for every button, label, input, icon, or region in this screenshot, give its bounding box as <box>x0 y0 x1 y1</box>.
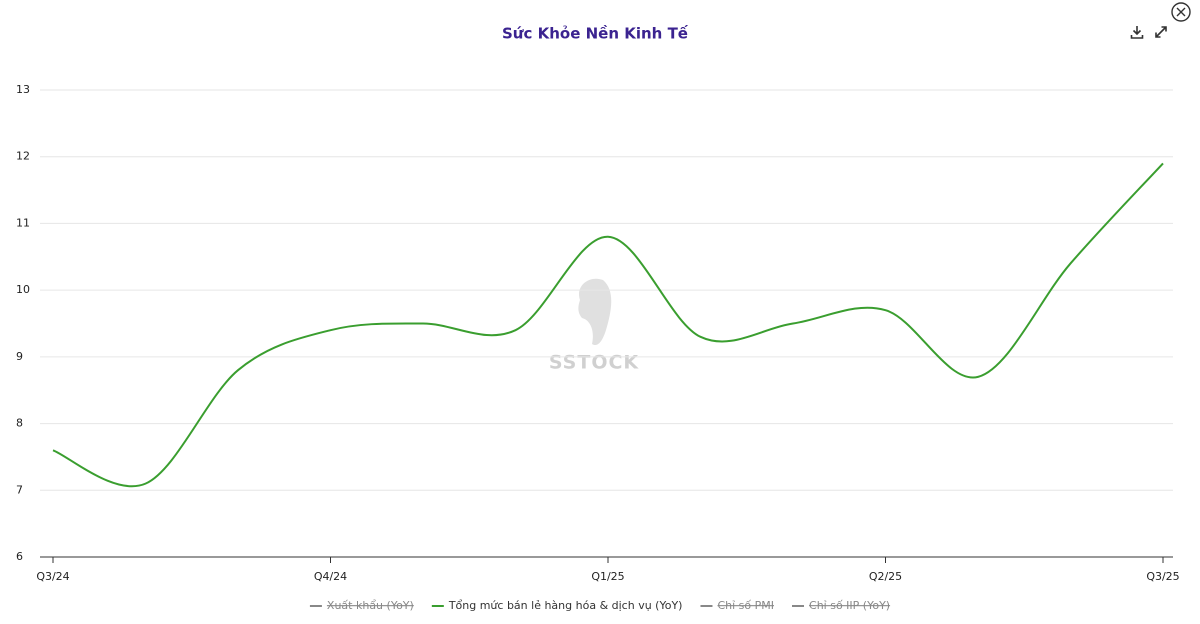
legend-label: Xuất khẩu (YoY) <box>327 599 414 612</box>
x-tick-label: Q3/24 <box>36 570 69 583</box>
y-tick-label: 7 <box>16 483 23 496</box>
y-tick-label: 12 <box>16 150 30 163</box>
y-tick-label: 9 <box>16 350 23 363</box>
x-tick-label: Q3/25 <box>1146 570 1179 583</box>
legend-item[interactable]: Chỉ số PMI <box>700 599 774 612</box>
watermark-logo <box>578 278 612 346</box>
close-icon <box>1176 7 1186 17</box>
watermark: SSTOCK <box>549 278 640 374</box>
y-tick-label: 11 <box>16 216 30 229</box>
legend-label: Tổng mức bán lẻ hàng hóa & dịch vụ (YoY) <box>448 599 683 612</box>
line-series <box>52 162 1164 488</box>
download-icon <box>1130 26 1144 39</box>
x-tick-label: Q4/24 <box>314 570 347 583</box>
download-button[interactable] <box>1129 24 1145 40</box>
close-button[interactable] <box>1171 2 1191 22</box>
y-tick-label: 10 <box>16 283 30 296</box>
fullscreen-icon <box>1155 26 1167 38</box>
fullscreen-button[interactable] <box>1153 24 1169 40</box>
y-tick-label: 13 <box>16 83 30 96</box>
legend-item[interactable]: Chỉ số IIP (YoY) <box>792 599 890 612</box>
y-tick-label: 6 <box>16 550 23 563</box>
y-tick-label: 8 <box>16 417 23 430</box>
x-tick-label: Q2/25 <box>869 570 902 583</box>
legend-label: Chỉ số PMI <box>717 599 774 612</box>
legend: Xuất khẩu (YoY) Tổng mức bán lẻ hàng hóa … <box>309 599 890 612</box>
legend-item[interactable]: Xuất khẩu (YoY) <box>309 599 414 612</box>
watermark-text: SSTOCK <box>549 352 640 374</box>
legend-label: Chỉ số IIP (YoY) <box>809 599 890 612</box>
legend-item[interactable]: Tổng mức bán lẻ hàng hóa & dịch vụ (YoY) <box>431 599 683 612</box>
chart-title: Sức Khỏe Nền Kinh Tế <box>502 24 689 43</box>
x-tick-label: Q1/25 <box>591 570 624 583</box>
